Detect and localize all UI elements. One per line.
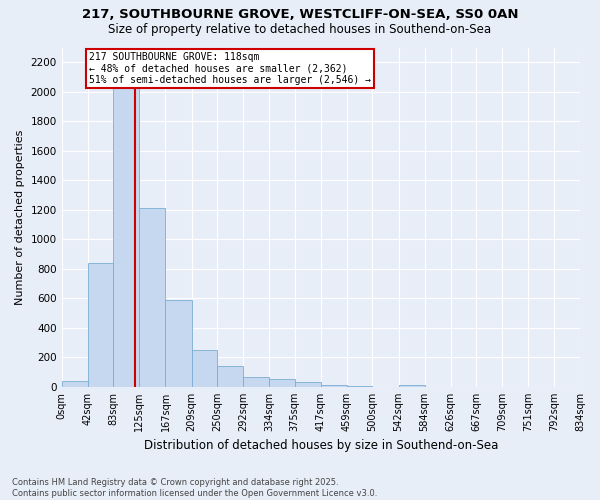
Text: 217 SOUTHBOURNE GROVE: 118sqm
← 48% of detached houses are smaller (2,362)
51% o: 217 SOUTHBOURNE GROVE: 118sqm ← 48% of d… [89,52,371,85]
Bar [269,379,295,387]
Text: 217, SOUTHBOURNE GROVE, WESTCLIFF-ON-SEA, SS0 0AN: 217, SOUTHBOURNE GROVE, WESTCLIFF-ON-SEA… [82,8,518,20]
X-axis label: Distribution of detached houses by size in Southend-on-Sea: Distribution of detached houses by size … [143,440,498,452]
Bar [88,263,113,387]
Text: Size of property relative to detached houses in Southend-on-Sea: Size of property relative to detached ho… [109,22,491,36]
Bar [321,384,347,387]
Bar [217,366,243,387]
Y-axis label: Number of detached properties: Number of detached properties [15,130,25,305]
Bar [398,385,425,387]
Bar [113,84,139,387]
Text: Contains HM Land Registry data © Crown copyright and database right 2025.
Contai: Contains HM Land Registry data © Crown c… [12,478,377,498]
Bar [139,208,166,387]
Bar [166,300,191,387]
Bar [243,376,269,387]
Bar [295,382,321,387]
Bar [191,350,217,387]
Bar [62,381,88,387]
